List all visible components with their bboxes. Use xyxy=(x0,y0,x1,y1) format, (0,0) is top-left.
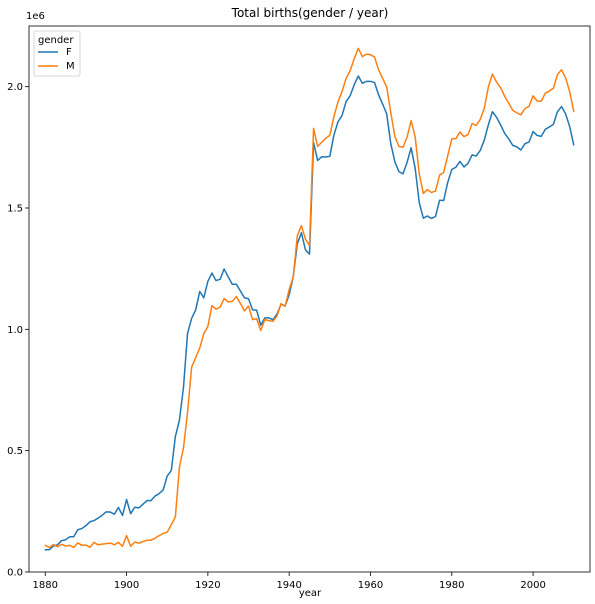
y-offset-label: 1e6 xyxy=(26,11,45,22)
y-tick-label: 1.5 xyxy=(7,204,23,215)
x-tick-label: 1900 xyxy=(114,580,139,591)
y-tick-label: 0.5 xyxy=(7,446,23,457)
x-tick-label: 1980 xyxy=(439,580,464,591)
plot-area: 1880 1900 1920 1940 1960 1980 2000 0.0 0.5 1.0 1.5… xyxy=(7,25,591,591)
x-tick-label: 2000 xyxy=(520,580,545,591)
legend-label-F: F xyxy=(66,47,72,58)
x-tick-label: 1880 xyxy=(33,580,58,591)
y-tick-label: 0.0 xyxy=(7,568,23,579)
x-tick-label: 1940 xyxy=(276,580,301,591)
y-tick-label: 1.0 xyxy=(7,325,23,336)
series-line-M xyxy=(44,47,575,549)
x-axis-title: year xyxy=(299,588,322,599)
x-tick-label: 1920 xyxy=(195,580,220,591)
legend-box xyxy=(33,30,81,77)
legend-title: gender xyxy=(38,35,74,46)
y-tick-label: 2.0 xyxy=(7,82,23,93)
x-tick-label: 1960 xyxy=(358,580,383,591)
plot-frame xyxy=(28,25,591,573)
legend-label-M: M xyxy=(66,61,75,72)
chart-title: Total births(gender / year) xyxy=(231,6,389,20)
series-line-F xyxy=(44,75,575,551)
